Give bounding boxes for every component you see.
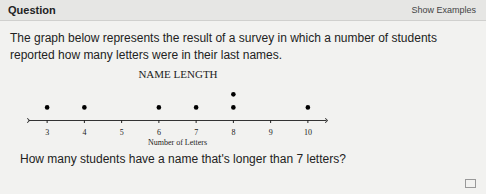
svg-text:4: 4 [82,128,86,137]
svg-text:8: 8 [231,128,235,137]
svg-text:7: 7 [194,128,198,137]
svg-text:10: 10 [304,128,312,137]
svg-text:Number of Letters: Number of Letters [148,138,207,147]
html-text:Show Examples: Show Examples [411,5,476,15]
svg-text:3: 3 [45,128,49,137]
svg-text:9: 9 [269,128,273,137]
html-text:The graph below represents the: The graph below represents the result of… [10,31,437,62]
svg-text:6: 6 [157,128,161,137]
html-text:How many students have a name: How many students have a name that's lon… [20,152,346,166]
html-text:NAME LENGTH: NAME LENGTH [138,68,218,80]
svg-text:5: 5 [120,128,124,137]
html-text:Question: Question [8,4,56,16]
